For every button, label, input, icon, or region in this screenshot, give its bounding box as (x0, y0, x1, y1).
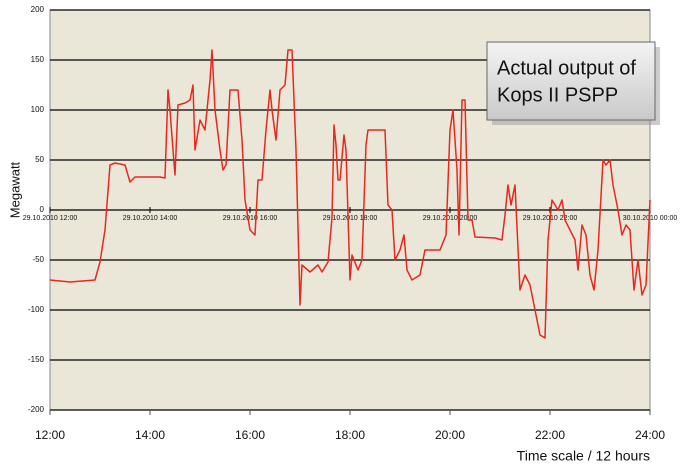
x-tick-label: 24:00 (635, 428, 665, 442)
y-tick-label: 200 (31, 5, 45, 14)
x-tick-label: 16:00 (235, 428, 265, 442)
y-tick-label: -150 (28, 355, 45, 364)
x-tick-label: 12:00 (35, 428, 65, 442)
y-tick-label: 0 (40, 205, 45, 214)
x-axis-label: Time scale / 12 hours (517, 448, 650, 464)
y-axis-label: Megawatt (7, 161, 22, 218)
date-tick-label: 29.10.2010 16:00 (223, 215, 278, 222)
x-tick-label: 20:00 (435, 428, 465, 442)
date-tick-label: 29.10.2010 18:00 (323, 215, 378, 222)
date-tick-label: 29.10.2010 12:00 (23, 215, 78, 222)
y-tick-label: 100 (31, 105, 45, 114)
annotation-line: Actual output of (497, 57, 636, 79)
y-tick-label: -50 (32, 255, 44, 264)
y-tick-label: -200 (28, 405, 45, 414)
x-tick-label: 18:00 (335, 428, 365, 442)
date-tick-label: 29.10.2010 14:00 (123, 215, 178, 222)
date-tick-label: 29.10.2010 20:00 (423, 215, 478, 222)
annotation-line: Kops II PSPP (497, 84, 618, 106)
y-tick-label: -100 (28, 305, 45, 314)
date-tick-label: 30.10.2010 00:00 (623, 215, 678, 222)
annotation-box (486, 41, 656, 121)
y-tick-label: 150 (31, 55, 45, 64)
data-line (49, 49, 651, 339)
y-tick-label: 50 (35, 155, 44, 164)
x-tick-label: 22:00 (535, 428, 565, 442)
x-tick-label: 14:00 (135, 428, 165, 442)
